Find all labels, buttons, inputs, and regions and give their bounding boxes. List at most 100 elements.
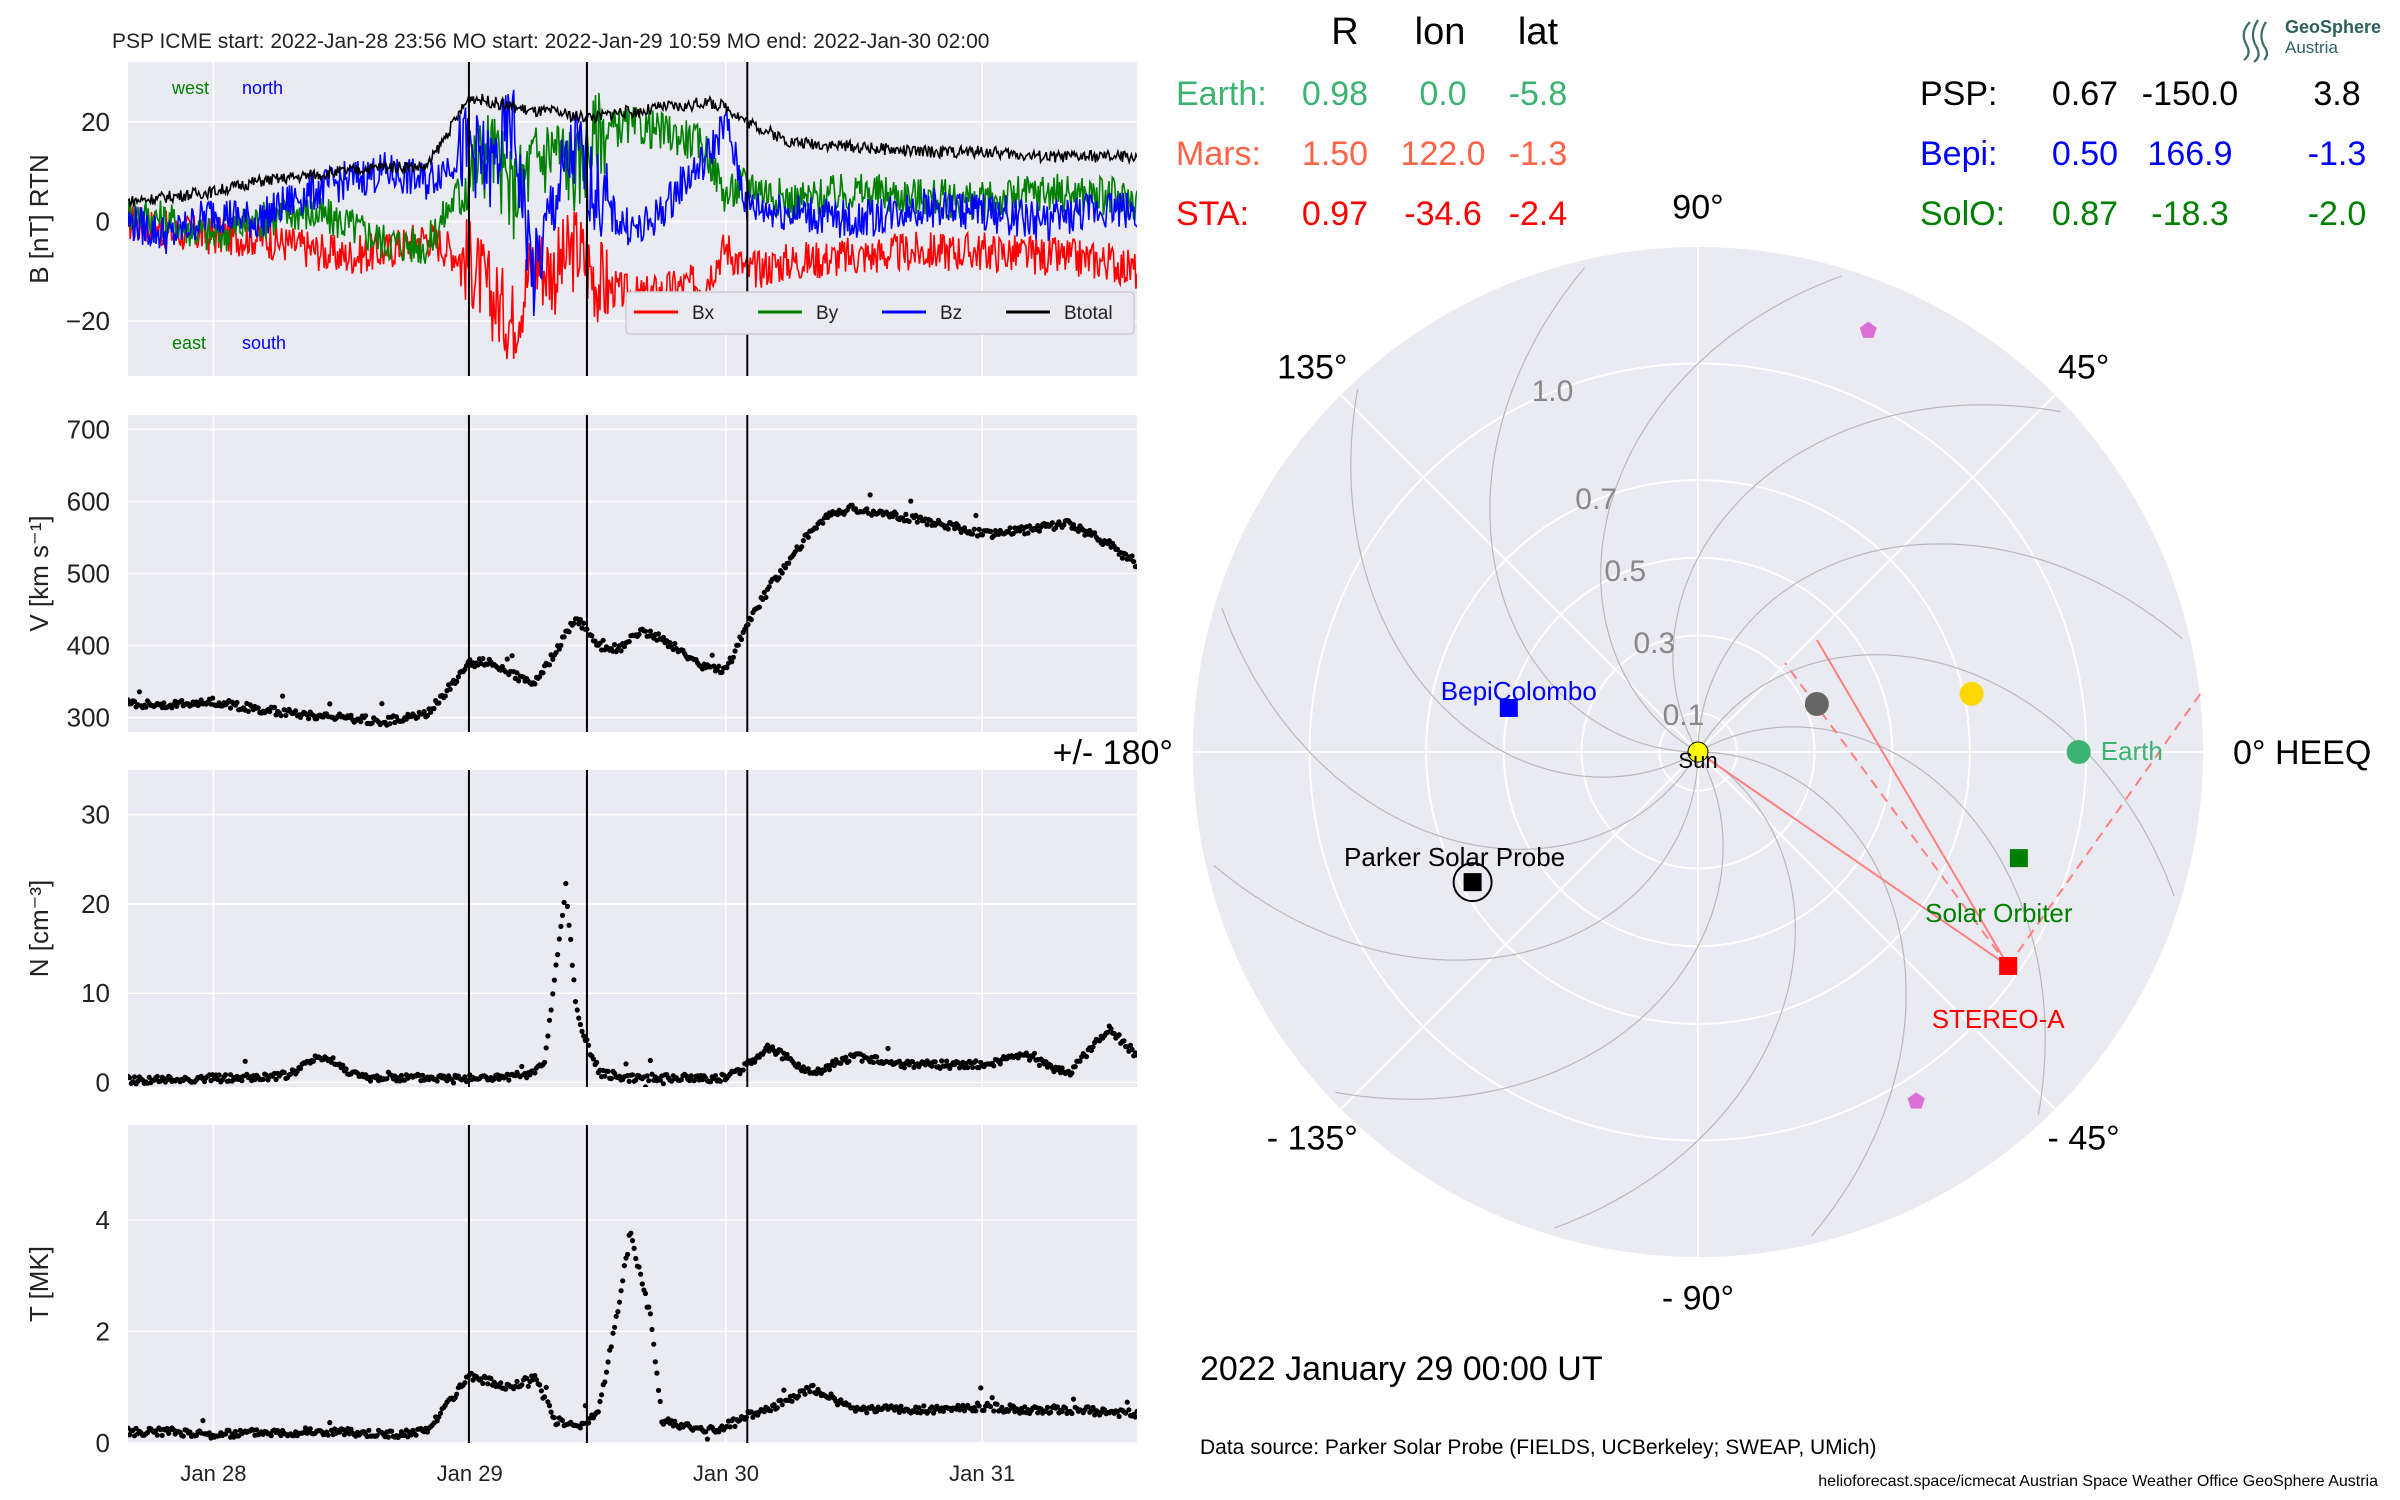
data-point xyxy=(568,936,574,943)
data-point xyxy=(712,1073,719,1079)
data-point xyxy=(551,977,558,983)
data-point xyxy=(716,663,722,669)
spiral-line xyxy=(1697,654,2175,896)
data-point xyxy=(896,1058,903,1064)
data-point xyxy=(330,1055,336,1061)
data-point xyxy=(297,1065,304,1072)
data-point xyxy=(1124,1399,1130,1405)
data-point xyxy=(532,681,538,687)
table-row: PSP: 0.67 -150.0 3.8 xyxy=(1920,75,2361,113)
series-group xyxy=(128,880,1137,1087)
data-point xyxy=(612,642,618,648)
panel-n: 30 20 10 0 N [cm⁻³] xyxy=(24,770,1137,1098)
data-point xyxy=(846,1058,852,1064)
series-line-btotal xyxy=(128,93,1137,207)
data-point xyxy=(704,1436,711,1442)
data-point xyxy=(1077,1058,1083,1064)
data-point xyxy=(594,1059,600,1066)
data-point xyxy=(613,1313,619,1319)
data-point xyxy=(821,1067,828,1073)
data-point xyxy=(763,594,769,601)
data-point xyxy=(566,922,572,928)
angle-label: - 135° xyxy=(1267,1120,1358,1158)
data-point xyxy=(325,1432,331,1438)
data-point xyxy=(717,1078,724,1084)
data-point xyxy=(1131,559,1137,565)
y-tick-label: 0 xyxy=(96,1428,110,1458)
body-sun: Sun xyxy=(1678,741,1718,773)
data-point xyxy=(654,1370,660,1376)
data-point xyxy=(774,1405,780,1411)
data-point xyxy=(595,1409,601,1415)
value-r: 0.98 xyxy=(1302,75,1368,113)
data-point xyxy=(657,1077,663,1083)
data-point xyxy=(415,714,421,720)
data-point xyxy=(436,700,442,706)
data-point xyxy=(642,1290,649,1297)
data-point xyxy=(1114,546,1121,553)
data-point xyxy=(384,1076,390,1082)
data-point xyxy=(1119,555,1125,561)
data-point xyxy=(210,695,216,701)
angle-label: 90° xyxy=(1672,189,1723,227)
data-point xyxy=(548,1409,554,1415)
r-tick-label: 0.3 xyxy=(1633,627,1675,660)
angular-grid-line xyxy=(1340,394,1699,753)
data-point xyxy=(735,642,741,648)
data-point xyxy=(631,1245,637,1251)
data-point xyxy=(973,512,979,519)
marker-ring xyxy=(1452,862,1493,903)
data-point xyxy=(618,1288,624,1294)
data-point xyxy=(719,669,725,675)
data-point xyxy=(514,670,520,676)
data-point xyxy=(559,1417,566,1424)
data-point xyxy=(154,1073,160,1080)
data-point xyxy=(597,1398,603,1405)
body-name: Earth: xyxy=(1176,75,1267,113)
value-lon: -34.6 xyxy=(1404,195,1482,233)
data-point xyxy=(546,1403,553,1409)
data-point xyxy=(997,1061,1003,1067)
data-point xyxy=(509,653,515,659)
data-point xyxy=(795,1393,802,1399)
data-point xyxy=(843,1054,849,1060)
data-point xyxy=(647,1311,654,1317)
data-point xyxy=(971,526,977,532)
data-point xyxy=(602,1073,608,1079)
data-point xyxy=(245,708,251,715)
angular-grid-line xyxy=(1697,751,2056,1110)
data-point xyxy=(555,952,561,958)
data-point xyxy=(1126,1407,1132,1413)
data-point xyxy=(1015,1055,1021,1061)
data-point xyxy=(576,1015,582,1021)
sta-fov-line xyxy=(1816,639,2010,967)
spiral-line xyxy=(1600,275,1842,753)
spiral-line xyxy=(1335,751,1724,1100)
data-point xyxy=(766,584,772,590)
data-point xyxy=(1090,1044,1096,1050)
data-point xyxy=(621,644,628,650)
y-axis-label: N [cm⁻³] xyxy=(24,880,54,978)
data-point xyxy=(738,636,745,643)
data-point xyxy=(516,678,522,684)
data-point xyxy=(987,528,994,535)
data-point xyxy=(994,1401,1000,1407)
data-point xyxy=(646,1304,652,1310)
data-point xyxy=(1116,1413,1122,1420)
data-point xyxy=(267,709,273,715)
y-axis-label: V [km s⁻¹] xyxy=(24,515,54,631)
data-point xyxy=(976,526,982,532)
spiral-line xyxy=(1672,404,2061,753)
data-point xyxy=(898,1403,904,1409)
data-point xyxy=(545,1033,551,1039)
data-point xyxy=(644,1073,650,1079)
data-point xyxy=(647,1057,654,1064)
table-row: Mars: 1.50 122.0 -1.3 xyxy=(1176,135,1567,173)
body-name: STA: xyxy=(1176,195,1249,233)
data-point xyxy=(498,1380,504,1386)
data-point xyxy=(278,713,284,719)
data-point xyxy=(655,1387,662,1393)
data-point xyxy=(660,634,667,641)
annotation-east: east xyxy=(172,333,206,353)
data-point xyxy=(280,693,286,699)
